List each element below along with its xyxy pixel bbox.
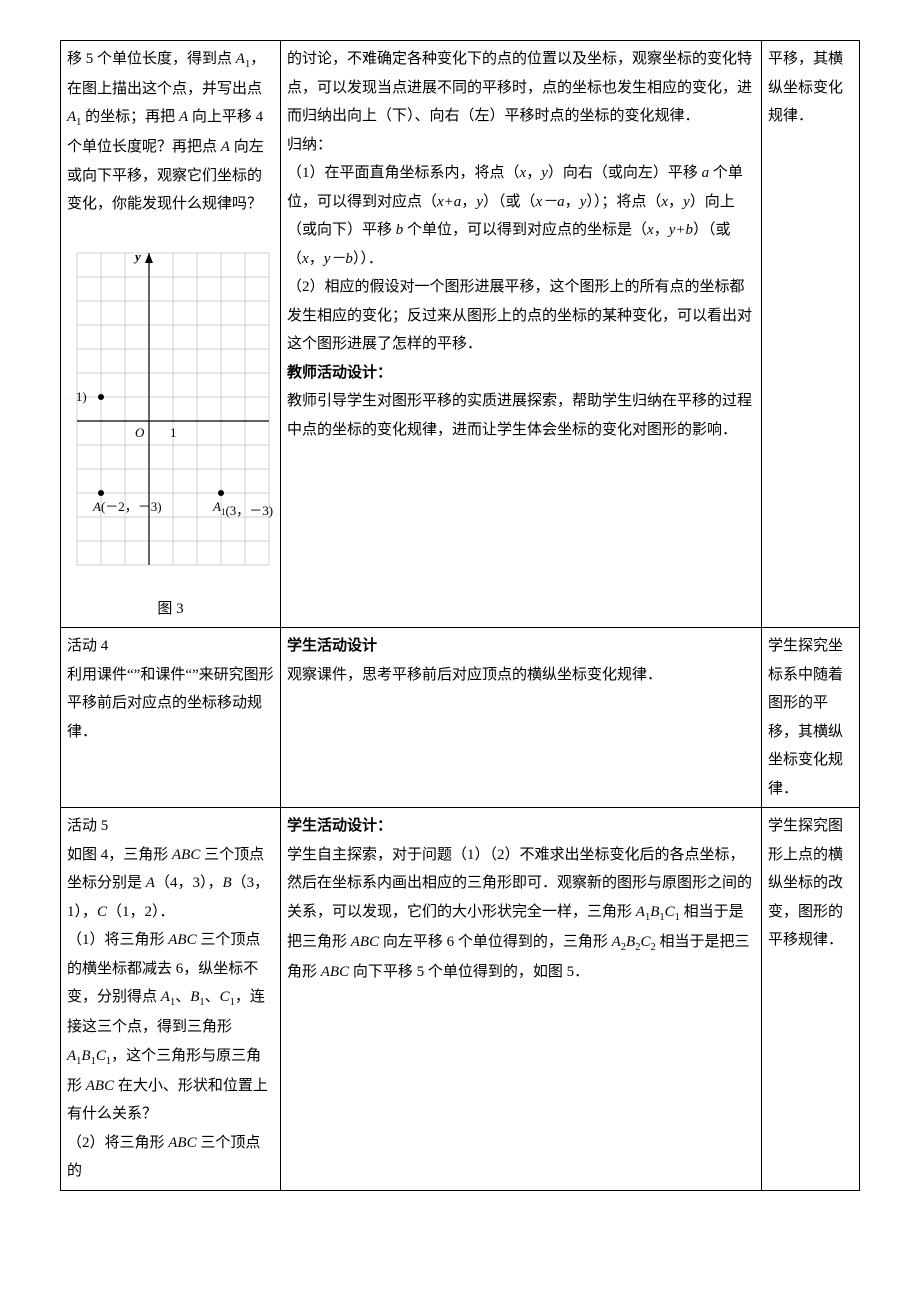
body-text: 的讨论，不难确定各种变化下的点的位置以及坐标，观察坐标的变化特点，可以发现当点进…: [287, 45, 755, 131]
svg-text:O: O: [135, 425, 145, 440]
section-heading: 学生活动设计: [287, 632, 755, 661]
cell-activity-3-mid: 的讨论，不难确定各种变化下的点的位置以及坐标，观察坐标的变化特点，可以发现当点进…: [281, 41, 762, 628]
section-heading: 教师活动设计：: [287, 359, 755, 388]
cell-activity-4-mid: 学生活动设计 观察课件，思考平移前后对应顶点的横纵坐标变化规律．: [281, 628, 762, 808]
cell-activity-3-left: 移 5 个单位长度，得到点 A1，在图上描出这个点，并写出点 A1 的坐标；再把…: [61, 41, 281, 628]
body-text: （2）将三角形 ABC 三个顶点的: [67, 1129, 274, 1186]
body-text: （1）在平面直角坐标系内，将点（x，y）向右（或向左）平移 a 个单位，可以得到…: [287, 159, 755, 273]
svg-text:A(－2，－3): A(－2，－3): [92, 499, 162, 514]
document-page: 移 5 个单位长度，得到点 A1，在图上描出这个点，并写出点 A1 的坐标；再把…: [0, 0, 920, 1231]
cell-activity-4-left: 活动 4 利用课件“”和课件“”来研究图形平移前后对应点的坐标移动规律．: [61, 628, 281, 808]
table-row: 移 5 个单位长度，得到点 A1，在图上描出这个点，并写出点 A1 的坐标；再把…: [61, 41, 860, 628]
lesson-table: 移 5 个单位长度，得到点 A1，在图上描出这个点，并写出点 A1 的坐标；再把…: [60, 40, 860, 1191]
body-text: （1）将三角形 ABC 三个顶点的横坐标都减去 6，纵坐标不变，分别得点 A1、…: [67, 926, 274, 1128]
table-row: 活动 5 如图 4，三角形 ABC 三个顶点坐标分别是 A（4，3），B（3，1…: [61, 808, 860, 1190]
body-text: 活动 4: [67, 632, 274, 661]
body-text: 活动 5: [67, 812, 274, 841]
table-row: 活动 4 利用课件“”和课件“”来研究图形平移前后对应点的坐标移动规律． 学生活…: [61, 628, 860, 808]
body-text: 学生探究坐标系中随着图形的平移，其横纵坐标变化规律．: [768, 632, 853, 803]
body-text: 平移，其横纵坐标变化规律．: [768, 45, 853, 131]
body-text: 移 5 个单位长度，得到点 A1，在图上描出这个点，并写出点 A1 的坐标；再把…: [67, 51, 265, 212]
body-text: 学生自主探索，对于问题（1）（2）不难求出坐标变化后的各点坐标，然后在坐标系内画…: [287, 841, 755, 986]
svg-text:(－2，1): (－2，1): [67, 389, 87, 404]
cell-activity-3-right: 平移，其横纵坐标变化规律．: [762, 41, 860, 628]
cell-activity-5-left: 活动 5 如图 4，三角形 ABC 三个顶点坐标分别是 A（4，3），B（3，1…: [61, 808, 281, 1190]
svg-text:y: y: [133, 249, 141, 264]
cell-activity-5-mid: 学生活动设计： 学生自主探索，对于问题（1）（2）不难求出坐标变化后的各点坐标，…: [281, 808, 762, 1190]
figure-3: yO1(－2，1)A2A(－2，－3)A1(3，－3) 图 3: [67, 227, 274, 624]
body-text: 教师引导学生对图形平移的实质进展探索，帮助学生归纳在平移的过程中点的坐标的变化规…: [287, 387, 755, 444]
svg-text:1: 1: [170, 425, 177, 440]
figure-caption: 图 3: [67, 595, 274, 624]
cell-activity-5-right: 学生探究图形上点的横纵坐标的改变，图形的平移规律．: [762, 808, 860, 1190]
cell-activity-4-right: 学生探究坐标系中随着图形的平移，其横纵坐标变化规律．: [762, 628, 860, 808]
body-text: 归纳：: [287, 131, 755, 160]
body-text: （2）相应的假设对一个图形进展平移，这个图形上的所有点的坐标都发生相应的变化；反…: [287, 273, 755, 359]
body-text: 学生探究图形上点的横纵坐标的改变，图形的平移规律．: [768, 812, 853, 955]
body-text: 利用课件“”和课件“”来研究图形平移前后对应点的坐标移动规律．: [67, 661, 274, 747]
coordinate-chart: yO1(－2，1)A2A(－2，－3)A1(3，－3): [67, 227, 277, 587]
body-text: 观察课件，思考平移前后对应顶点的横纵坐标变化规律．: [287, 661, 755, 690]
body-text: 如图 4，三角形 ABC 三个顶点坐标分别是 A（4，3），B（3，1），C（1…: [67, 841, 274, 927]
section-heading: 学生活动设计：: [287, 812, 755, 841]
